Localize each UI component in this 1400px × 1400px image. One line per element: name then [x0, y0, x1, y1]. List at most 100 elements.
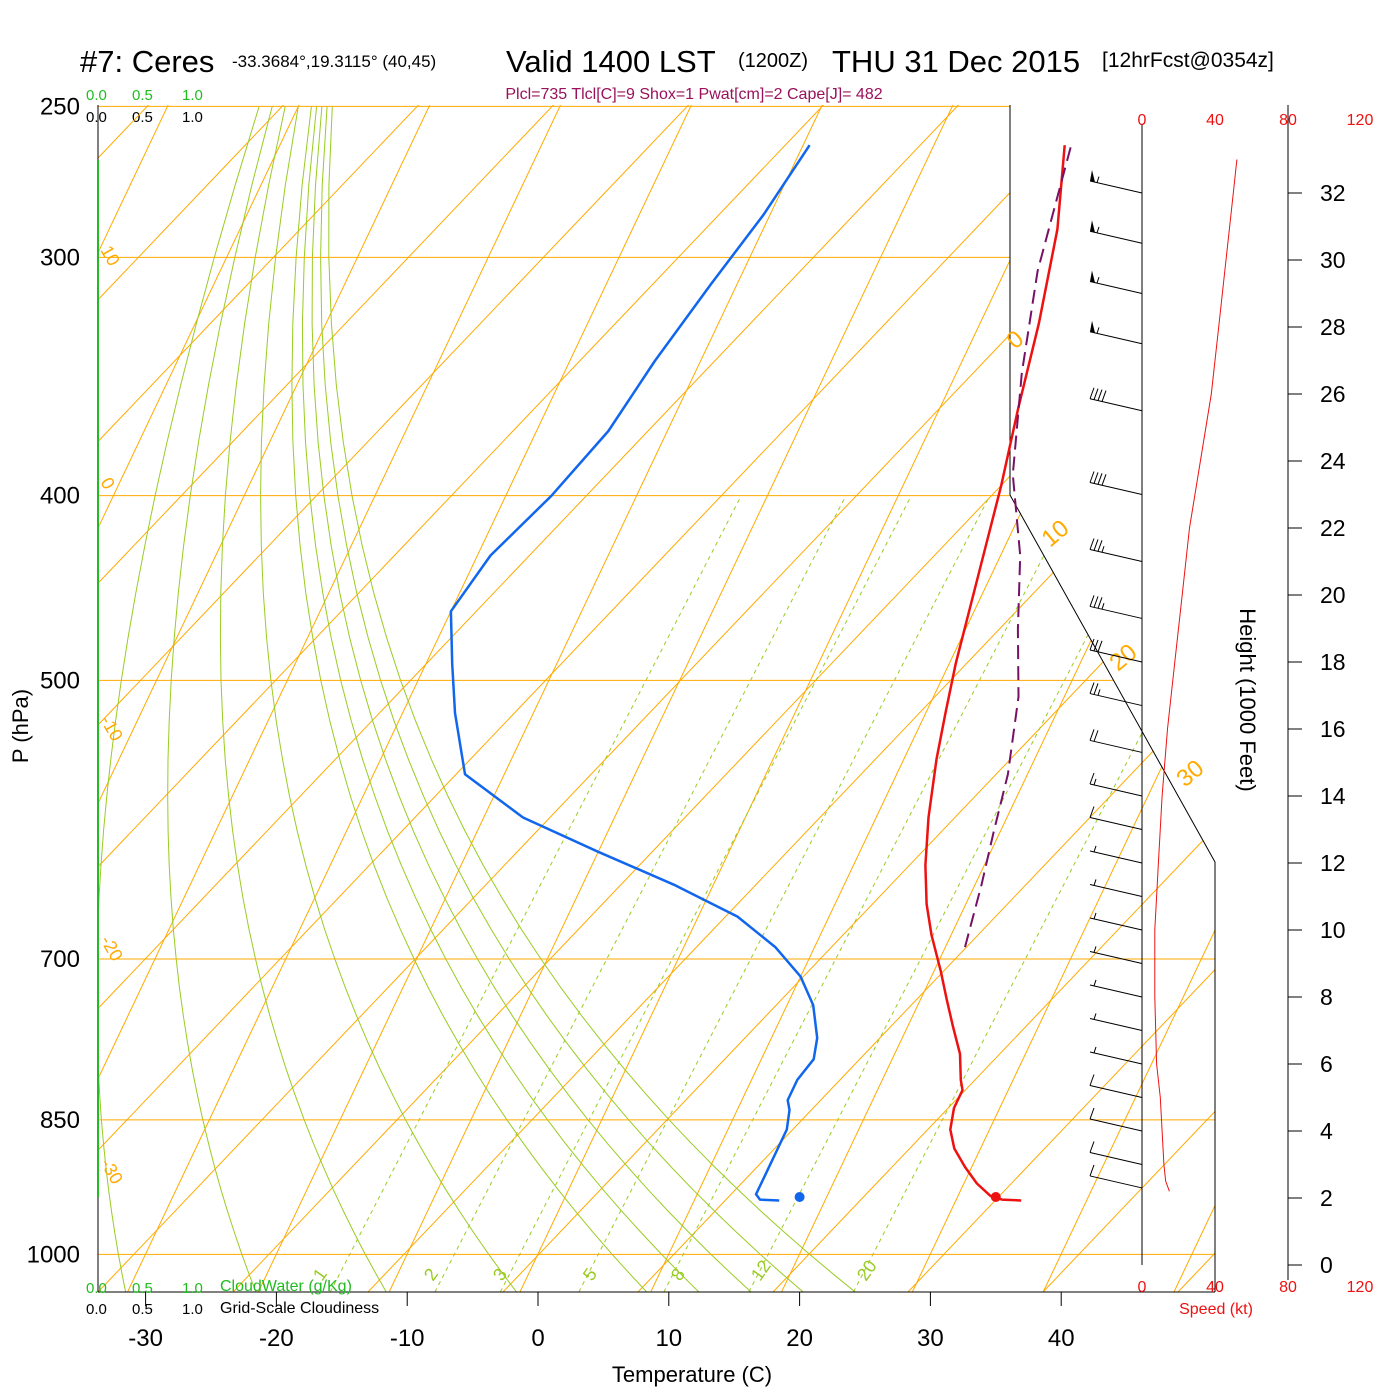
moist-adiabat-line [311, 106, 755, 1292]
plot-frame [97, 105, 1289, 1293]
isotherm-line [98, 105, 431, 1292]
isotherm-line [1042, 105, 1215, 1292]
wind-barb [1089, 979, 1143, 998]
wind-barb [1089, 595, 1143, 619]
height-tick: 4 [1320, 1118, 1333, 1144]
moist-adiabat-line [291, 106, 650, 1292]
moist-adiabat-line [260, 106, 519, 1292]
height-tick: 8 [1320, 984, 1333, 1010]
dry-adiabat-line [232, 105, 1215, 1292]
mixing-ratio-lines [329, 495, 1215, 1292]
height-tick: 22 [1320, 515, 1346, 541]
dry-adiabat-line [637, 105, 1215, 1292]
speed-tick: 40 [1206, 112, 1224, 129]
dry-adiabat-line [907, 105, 1215, 1292]
isotherm-line [98, 105, 300, 1292]
wind-barb [1089, 471, 1143, 495]
temperature-tick: -30 [128, 1325, 163, 1352]
wind-barb [1089, 170, 1143, 194]
speed-tick: 80 [1279, 1279, 1297, 1296]
speed-tick: 0 [1138, 112, 1147, 129]
dry-adiabat-line [98, 105, 1215, 1292]
dry-adiabat-line [98, 105, 859, 1292]
height-tick: 12 [1320, 850, 1346, 876]
isotherm-label: 0 [97, 474, 119, 493]
cloudiness-top-scale: 0.0 0.5 1.0 [86, 109, 203, 126]
wind-barb [1089, 270, 1143, 294]
temperature-tick: -20 [259, 1325, 294, 1352]
height-tick: 18 [1320, 649, 1346, 675]
height-tick: 10 [1320, 917, 1346, 943]
temperature-tick: 40 [1048, 1325, 1075, 1352]
wind-barb [1089, 1164, 1143, 1189]
mixing-ratio-line [853, 495, 1215, 1292]
wind-barb [1089, 1013, 1143, 1031]
speed-axis-label: Speed (kt) [1179, 1301, 1253, 1318]
wind-barb [1089, 729, 1143, 753]
dry-adiabat-line [502, 105, 1215, 1292]
temperature-axis: -30 -20 -10 0 10 20 30 40 [128, 1325, 1074, 1352]
height-tick: 32 [1320, 180, 1346, 206]
speed-tick: 120 [1347, 112, 1374, 129]
pressure-axis: 250 300 400 500 700 850 1000 [27, 93, 80, 1268]
speed-tick: 120 [1347, 1279, 1374, 1296]
mixing-ratio-line [329, 495, 742, 1292]
cloudwater-tick: 0.5 [132, 87, 153, 104]
mixing-ratio-label: 12 [747, 1256, 775, 1284]
valid-time: Valid 1400 LST [506, 44, 716, 79]
wind-barb [1089, 1141, 1143, 1165]
dry-adiabat-line [98, 105, 454, 1292]
wind-barb [1089, 806, 1143, 830]
cloudwater-tick: 0.0 [86, 87, 107, 104]
height-tick: 20 [1320, 582, 1346, 608]
surface-temperature-dot [990, 1192, 1001, 1202]
wind-barb [1089, 220, 1143, 244]
height-tick: 30 [1320, 247, 1346, 273]
valid-date: THU 31 Dec 2015 [832, 44, 1080, 79]
temperature-profile-line [924, 145, 1066, 1202]
cloudwater-label: CloudWater (g/Kg) [220, 1278, 352, 1295]
dry-adiabat-line [1177, 105, 1215, 1292]
forecast-info: [12hrFcst@0354z] [1102, 49, 1274, 72]
dry-adiabat-line [98, 105, 1129, 1292]
sounding-profiles [449, 144, 1238, 1202]
isotherm-line [257, 105, 823, 1292]
pressure-tick: 250 [40, 93, 80, 120]
pressure-tick: 400 [40, 483, 80, 510]
isotherm-label: -20 [97, 932, 127, 965]
mixing-ratio-label: 3 [489, 1265, 511, 1285]
pressure-tick: 500 [40, 667, 80, 694]
dry-adiabat-line [98, 105, 724, 1292]
wind-barb [1089, 638, 1143, 663]
height-tick: 26 [1320, 381, 1346, 407]
height-tick: 28 [1320, 314, 1346, 340]
wind-barb [1089, 538, 1143, 562]
temperature-tick: 30 [917, 1325, 944, 1352]
wind-barb [1089, 682, 1143, 707]
cloudiness-label: Grid-Scale Cloudiness [220, 1300, 379, 1317]
mixing-ratio-label: 5 [579, 1265, 601, 1285]
isotherm-line [781, 105, 1215, 1292]
speed-bottom-scale: 0 40 80 120 Speed (kt) [1138, 1279, 1374, 1318]
cloudwater-top-scale: 0.0 0.5 1.0 [86, 87, 203, 104]
mixing-ratio-line [499, 495, 912, 1292]
wind-barb [1089, 1107, 1143, 1132]
dewpoint-profile-line [449, 144, 819, 1202]
height-tick: 14 [1320, 783, 1346, 809]
station-coords: -33.3684°,19.3115° (40,45) [232, 52, 436, 71]
isotherm-line [1305, 105, 1400, 1292]
isotherm-line [127, 105, 692, 1292]
isotherm-lines [98, 105, 1400, 1292]
isotherm-line [911, 105, 1215, 1292]
isotherm-line [1173, 105, 1215, 1292]
wind-barb [1089, 912, 1143, 931]
wind-barb [1089, 879, 1143, 897]
isotherm-label: -30 [97, 1155, 127, 1188]
isotherm-line [98, 105, 562, 1292]
y-axis-title: P (hPa) [8, 689, 33, 763]
station-title: #7: Ceres [80, 44, 214, 79]
isotherm-label: 30 [1172, 755, 1210, 793]
wind-speed-profile-line [1154, 159, 1238, 1192]
